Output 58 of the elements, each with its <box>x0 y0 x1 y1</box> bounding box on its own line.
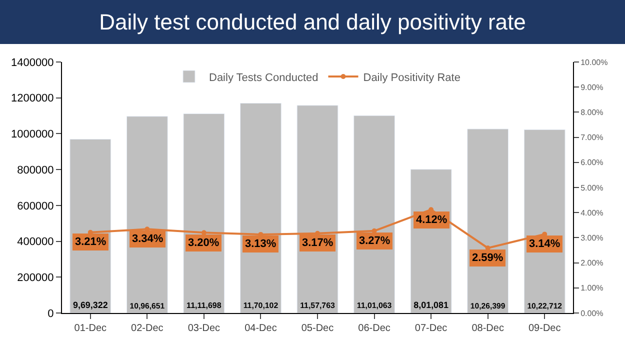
data-label: 10,96,651 <box>130 301 166 310</box>
y2-tick-label: 4.00% <box>580 208 604 218</box>
data-label: 11,70,102 <box>243 301 279 310</box>
bar <box>296 105 338 313</box>
bar <box>410 169 452 313</box>
y2-tick-label: 1.00% <box>580 284 604 293</box>
y2-tick-label: 8.00% <box>580 108 604 117</box>
data-label: 3.14% <box>529 238 560 250</box>
legend-label: Daily Tests Conducted <box>209 72 318 84</box>
x-tick-label: 05-Dec <box>301 323 334 334</box>
x-tick-label: 04-Dec <box>244 323 277 334</box>
bar <box>467 128 509 313</box>
chart-title: Daily test conducted and daily positivity rate <box>99 10 526 35</box>
data-label: 3.27% <box>359 235 390 247</box>
y-tick-label: 1400000 <box>10 56 54 69</box>
data-label: 3.21% <box>75 236 106 248</box>
data-label: 2.59% <box>472 252 504 264</box>
y-tick-label: 1200000 <box>10 92 54 105</box>
x-tick-label: 07-Dec <box>414 323 448 334</box>
y-tick-label: 800000 <box>17 164 54 176</box>
y2-tick-label: 0.00% <box>580 308 604 318</box>
data-label: 3.34% <box>132 233 164 245</box>
legend-label: Daily Positivity Rate <box>363 72 460 84</box>
y-tick-label: 200000 <box>17 272 54 284</box>
y2-tick-label: 7.00% <box>580 133 604 142</box>
data-label: 3.17% <box>302 237 334 249</box>
y2-tick-label: 5.00% <box>580 183 604 192</box>
bar <box>183 113 225 313</box>
x-tick-label: 06-Dec <box>358 323 390 334</box>
data-label: 10,26,399 <box>470 301 506 310</box>
y-tick-label: 1000000 <box>10 128 54 141</box>
data-label: 4.12% <box>416 214 448 226</box>
bar <box>240 102 282 313</box>
y-tick-label: 0 <box>48 308 54 320</box>
y2-tick-label: 2.00% <box>580 258 604 268</box>
y2-tick-label: 3.00% <box>580 234 604 242</box>
x-tick-label: 09-Dec <box>528 323 561 334</box>
y2-tick-label: 10.00% <box>580 58 608 67</box>
data-label: 10,22,712 <box>527 301 563 310</box>
y-tick-label: 600000 <box>17 200 54 212</box>
bar <box>70 138 112 313</box>
x-tick-label: 02-Dec <box>131 323 164 334</box>
data-label: 11,57,763 <box>300 301 336 310</box>
data-label: 3.13% <box>245 238 276 250</box>
data-label: 11,11,698 <box>186 301 222 310</box>
x-tick-label: 01-Dec <box>74 323 107 334</box>
bar <box>126 116 168 313</box>
data-label: 3.20% <box>188 237 220 249</box>
bar <box>524 129 566 313</box>
y-tick-label: 400000 <box>17 236 54 248</box>
y2-tick-label: 9.00% <box>580 82 604 92</box>
y2-tick-label: 6.00% <box>580 158 604 168</box>
x-tick-label: 08-Dec <box>472 323 504 334</box>
data-label: 9,69,322 <box>72 300 108 310</box>
data-label: 11,01,063 <box>356 301 392 310</box>
bar <box>354 115 395 313</box>
x-tick-label: 03-Dec <box>188 323 220 334</box>
data-label: 8,01,081 <box>414 300 448 310</box>
